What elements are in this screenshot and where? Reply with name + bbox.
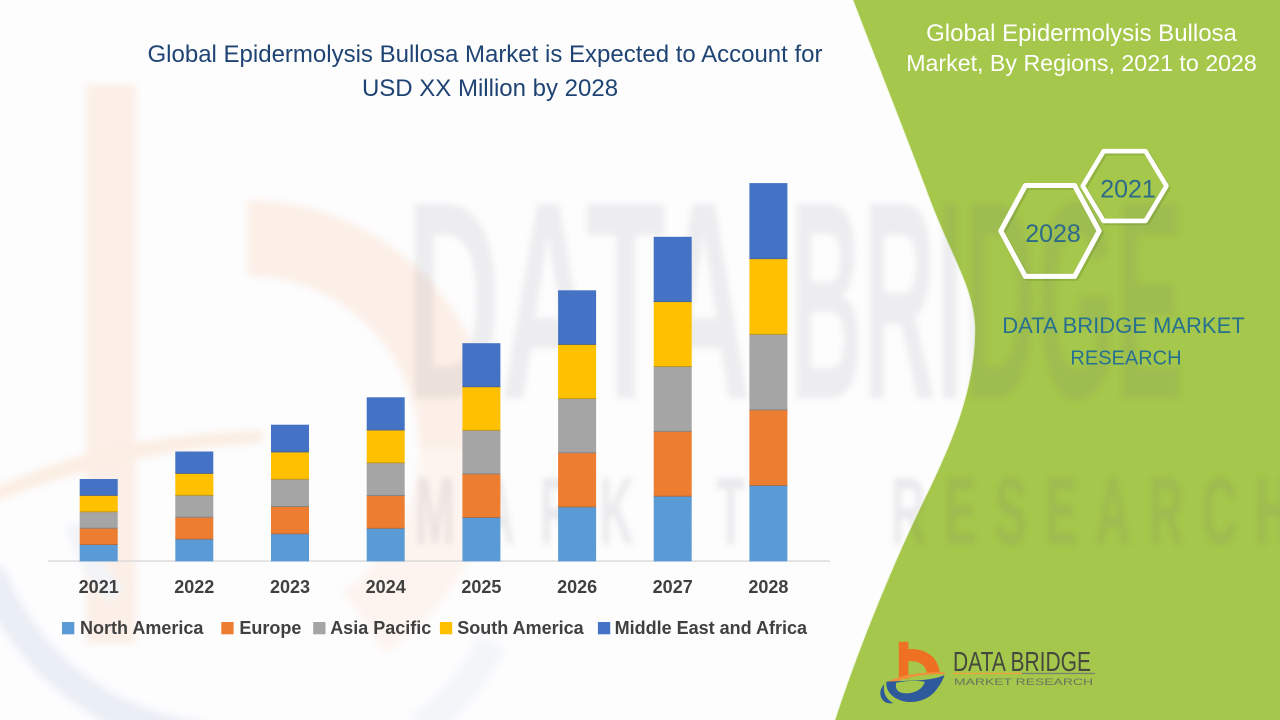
svg-text:RESEARCH: RESEARCH bbox=[1070, 348, 1181, 370]
svg-text:2023: 2023 bbox=[270, 577, 310, 597]
svg-text:2025: 2025 bbox=[461, 577, 501, 597]
svg-text:South America: South America bbox=[457, 618, 584, 638]
svg-text:2028: 2028 bbox=[748, 577, 788, 597]
svg-text:DATA BRIDGE MARKET: DATA BRIDGE MARKET bbox=[1002, 313, 1244, 338]
svg-text:Europe: Europe bbox=[239, 618, 301, 638]
svg-text:2024: 2024 bbox=[366, 577, 406, 597]
svg-text:BRIDGE: BRIDGE bbox=[790, 143, 1183, 458]
svg-text:2027: 2027 bbox=[653, 577, 693, 597]
svg-text:2026: 2026 bbox=[557, 577, 597, 597]
svg-text:DATA BRIDGE: DATA BRIDGE bbox=[953, 646, 1091, 677]
svg-text:2021: 2021 bbox=[1100, 176, 1156, 204]
svg-text:MARKET RESEARCH: MARKET RESEARCH bbox=[954, 677, 1093, 688]
svg-text:USD XX Million by 2028: USD XX Million by 2028 bbox=[362, 75, 618, 102]
svg-text:Asia Pacific: Asia Pacific bbox=[330, 618, 431, 638]
svg-text:2028: 2028 bbox=[1025, 220, 1081, 248]
svg-text:Middle East and Africa: Middle East and Africa bbox=[615, 618, 808, 638]
svg-text:Market, By Regions, 2021 to 20: Market, By Regions, 2021 to 2028 bbox=[906, 50, 1257, 76]
svg-text:Global Epidermolysis Bullosa: Global Epidermolysis Bullosa bbox=[926, 20, 1237, 47]
svg-text:2021: 2021 bbox=[79, 577, 119, 597]
svg-text:2022: 2022 bbox=[174, 577, 214, 597]
svg-text:RESEARCH: RESEARCH bbox=[891, 458, 1280, 566]
svg-text:North America: North America bbox=[80, 618, 204, 638]
svg-text:Global Epidermolysis Bullosa M: Global Epidermolysis Bullosa Market is E… bbox=[148, 41, 823, 68]
